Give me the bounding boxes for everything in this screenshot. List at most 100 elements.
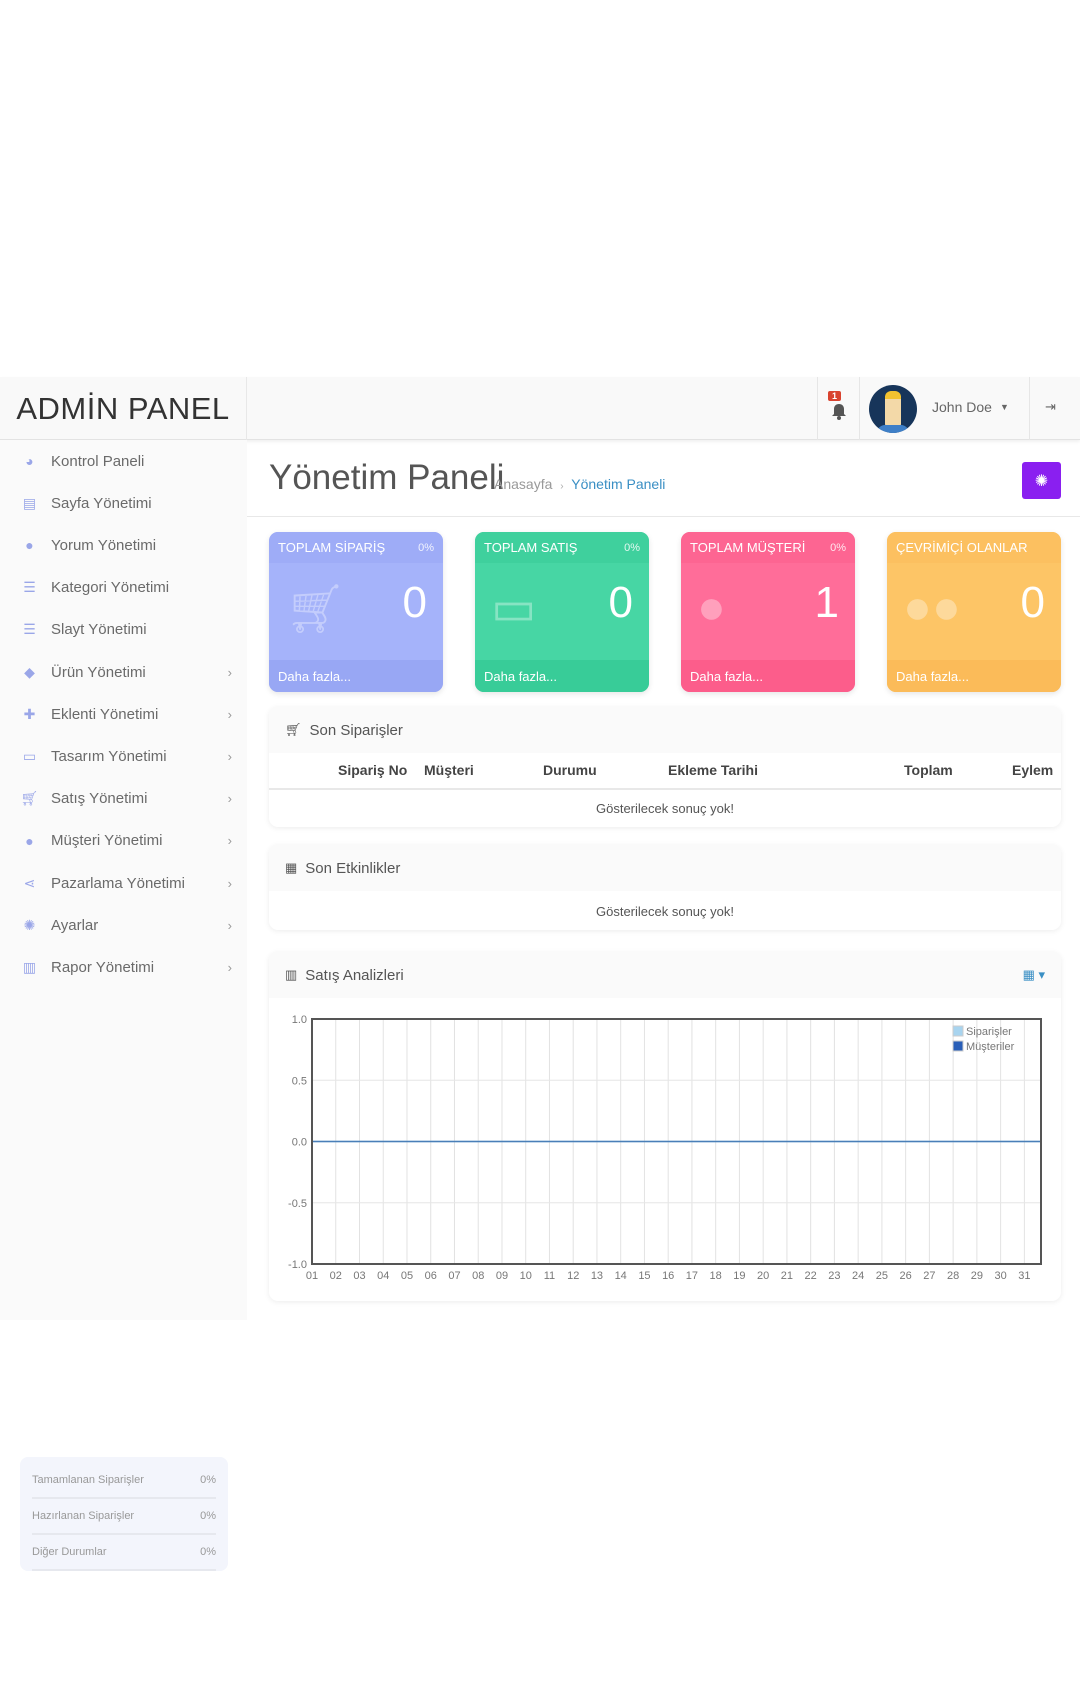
x-tick-label: 26	[900, 1270, 912, 1282]
stat-card[interactable]: TOPLAM SİPARİŞ 0% 🛒︎ 0 Daha fazla...	[269, 532, 443, 692]
bar-chart-icon: ▥	[22, 958, 37, 975]
y-tick-label: -0.5	[288, 1198, 307, 1210]
x-tick-label: 27	[923, 1270, 935, 1282]
sidebar-item-label: Tasarım Yönetimi	[51, 747, 167, 765]
x-tick-label: 20	[757, 1270, 769, 1282]
sidebar-item[interactable]: ● Müşteri Yönetimi ›	[20, 824, 232, 858]
sidebar-item[interactable]: ☰ Slayt Yönetimi	[20, 613, 232, 647]
sidebar-item-label: Sayfa Yönetimi	[51, 494, 152, 512]
sidebar-item[interactable]: ▥ Rapor Yönetimi ›	[20, 950, 232, 984]
sidebar-item-label: Kontrol Paneli	[51, 452, 145, 470]
sidebar-item-label: Pazarlama Yönetimi	[51, 874, 185, 892]
column-header[interactable]: Durumu	[543, 762, 597, 778]
stat-card[interactable]: ÇEVRİMİÇİ OLANLAR ●● 0 Daha fazla...	[887, 532, 1061, 692]
top-bar: ADMİN PANEL 1 John Doe ▼ ⇥	[0, 377, 1080, 440]
legend-label: Siparişler	[966, 1026, 1012, 1038]
more-link[interactable]: Daha fazla...	[475, 660, 649, 692]
divider	[1029, 377, 1030, 440]
users-icon: ●●	[903, 581, 961, 634]
stat-card[interactable]: TOPLAM SATIŞ 0% ▭ 0 Daha fazla...	[475, 532, 649, 692]
card-title: TOPLAM SATIŞ	[484, 540, 578, 555]
chevron-right-icon: ›	[227, 959, 232, 975]
more-link[interactable]: Daha fazla...	[269, 660, 443, 692]
avatar[interactable]	[869, 385, 917, 433]
more-link[interactable]: Daha fazla...	[887, 660, 1061, 692]
panel-title: Son Siparişler	[309, 721, 403, 739]
user-icon: ●	[25, 832, 34, 849]
stat-card[interactable]: TOPLAM MÜŞTERİ 0% ● 1 Daha fazla...	[681, 532, 855, 692]
sidebar-item[interactable]: ✚ Eklenti Yönetimi ›	[20, 697, 232, 731]
sidebar-item[interactable]: ◕ Kontrol Paneli	[20, 444, 232, 478]
panel-title: Son Etkinlikler	[305, 859, 401, 877]
user-icon: ●	[697, 581, 726, 634]
more-link[interactable]: Daha fazla...	[681, 660, 855, 692]
notification-badge: 1	[828, 391, 842, 401]
more-link-label: Daha fazla...	[278, 668, 351, 684]
x-tick-label: 03	[353, 1270, 365, 1282]
column-header[interactable]: Toplam	[904, 762, 953, 778]
stat-label: Tamamlanan Siparişler	[32, 1474, 144, 1486]
sidebar-item[interactable]: 🛒︎ Satış Yönetimi ›	[20, 782, 232, 816]
x-tick-label: 07	[448, 1270, 460, 1282]
x-tick-label: 11	[544, 1270, 555, 1282]
gear-icon: ✺	[23, 916, 36, 933]
user-menu[interactable]: John Doe ▼	[932, 399, 1009, 415]
column-header[interactable]: Eylem	[1012, 762, 1054, 778]
legend-label: Müşteriler	[966, 1041, 1015, 1053]
card-percent: 0%	[830, 541, 846, 554]
x-tick-label: 29	[971, 1270, 983, 1282]
cart-icon: 🛒︎	[285, 722, 302, 737]
comments-icon: ●	[25, 537, 34, 554]
logo[interactable]: ADMİN PANEL	[0, 377, 247, 440]
x-tick-label: 22	[805, 1270, 817, 1282]
stat-row: Hazırlanan Siparişler 0%	[32, 1499, 216, 1535]
x-tick-label: 19	[733, 1270, 745, 1282]
x-tick-label: 17	[686, 1270, 698, 1282]
puzzle-icon: ✚	[23, 705, 36, 722]
date-range-dropdown[interactable]: ▦ ▾	[1022, 967, 1045, 982]
x-tick-label: 18	[710, 1270, 722, 1282]
y-tick-label: 0.0	[292, 1137, 307, 1149]
x-tick-label: 23	[828, 1270, 840, 1282]
column-header[interactable]: Ekleme Tarihi	[668, 762, 759, 778]
notifications-button[interactable]: 1	[826, 391, 850, 423]
card-percent: 0%	[418, 541, 434, 554]
y-tick-label: 0.5	[292, 1075, 307, 1087]
sidebar-item-label: Slayt Yönetimi	[51, 621, 147, 639]
divider	[247, 516, 1080, 517]
desktop-icon: ▭	[22, 747, 37, 764]
breadcrumb-home[interactable]: Anasayfa	[494, 476, 553, 492]
card-value: 1	[814, 578, 839, 627]
more-link-label: Daha fazla...	[690, 668, 763, 684]
sidebar-item[interactable]: ● Yorum Yönetimi	[20, 528, 232, 562]
stat-label: Diğer Durumlar	[32, 1546, 107, 1558]
y-tick-label: -1.0	[288, 1259, 307, 1271]
x-tick-label: 04	[377, 1270, 389, 1282]
sidebar-item[interactable]: ☰ Kategori Yönetimi	[20, 571, 232, 605]
chevron-right-icon: ›	[227, 664, 232, 680]
settings-button[interactable]: ✺	[1022, 462, 1061, 499]
sidebar-item[interactable]: ▭ Tasarım Yönetimi ›	[20, 739, 232, 773]
x-tick-label: 09	[496, 1270, 508, 1282]
recent-events-panel: ▦ Son Etkinlikler Gösterilecek sonuç yok!	[269, 845, 1061, 930]
logout-icon[interactable]: ⇥	[1045, 399, 1056, 414]
file-icon: ▤	[22, 494, 37, 511]
sidebar-item[interactable]: ✺ Ayarlar ›	[20, 908, 232, 942]
sidebar-item[interactable]: ⋖ Pazarlama Yönetimi ›	[20, 866, 232, 900]
stat-value: 0%	[200, 1546, 216, 1558]
x-tick-label: 24	[852, 1270, 864, 1282]
legend-swatch	[952, 1040, 964, 1052]
sidebar-item[interactable]: ▤ Sayfa Yönetimi	[20, 486, 232, 520]
divider	[817, 377, 818, 440]
gear-icon: ✺	[1034, 472, 1049, 490]
breadcrumb-current[interactable]: Yönetim Paneli	[571, 476, 666, 492]
column-header[interactable]: Müşteri	[424, 762, 474, 778]
stat-value: 0%	[200, 1510, 216, 1522]
share-icon: ⋖	[23, 874, 36, 891]
sidebar-item[interactable]: ◆ Ürün Yönetimi ›	[20, 655, 232, 689]
x-tick-label: 31	[1018, 1270, 1030, 1282]
x-tick-label: 28	[947, 1270, 959, 1282]
x-tick-label: 10	[520, 1270, 532, 1282]
column-header[interactable]: Sipariş No	[338, 762, 408, 778]
stat-label: Hazırlanan Siparişler	[32, 1510, 135, 1522]
